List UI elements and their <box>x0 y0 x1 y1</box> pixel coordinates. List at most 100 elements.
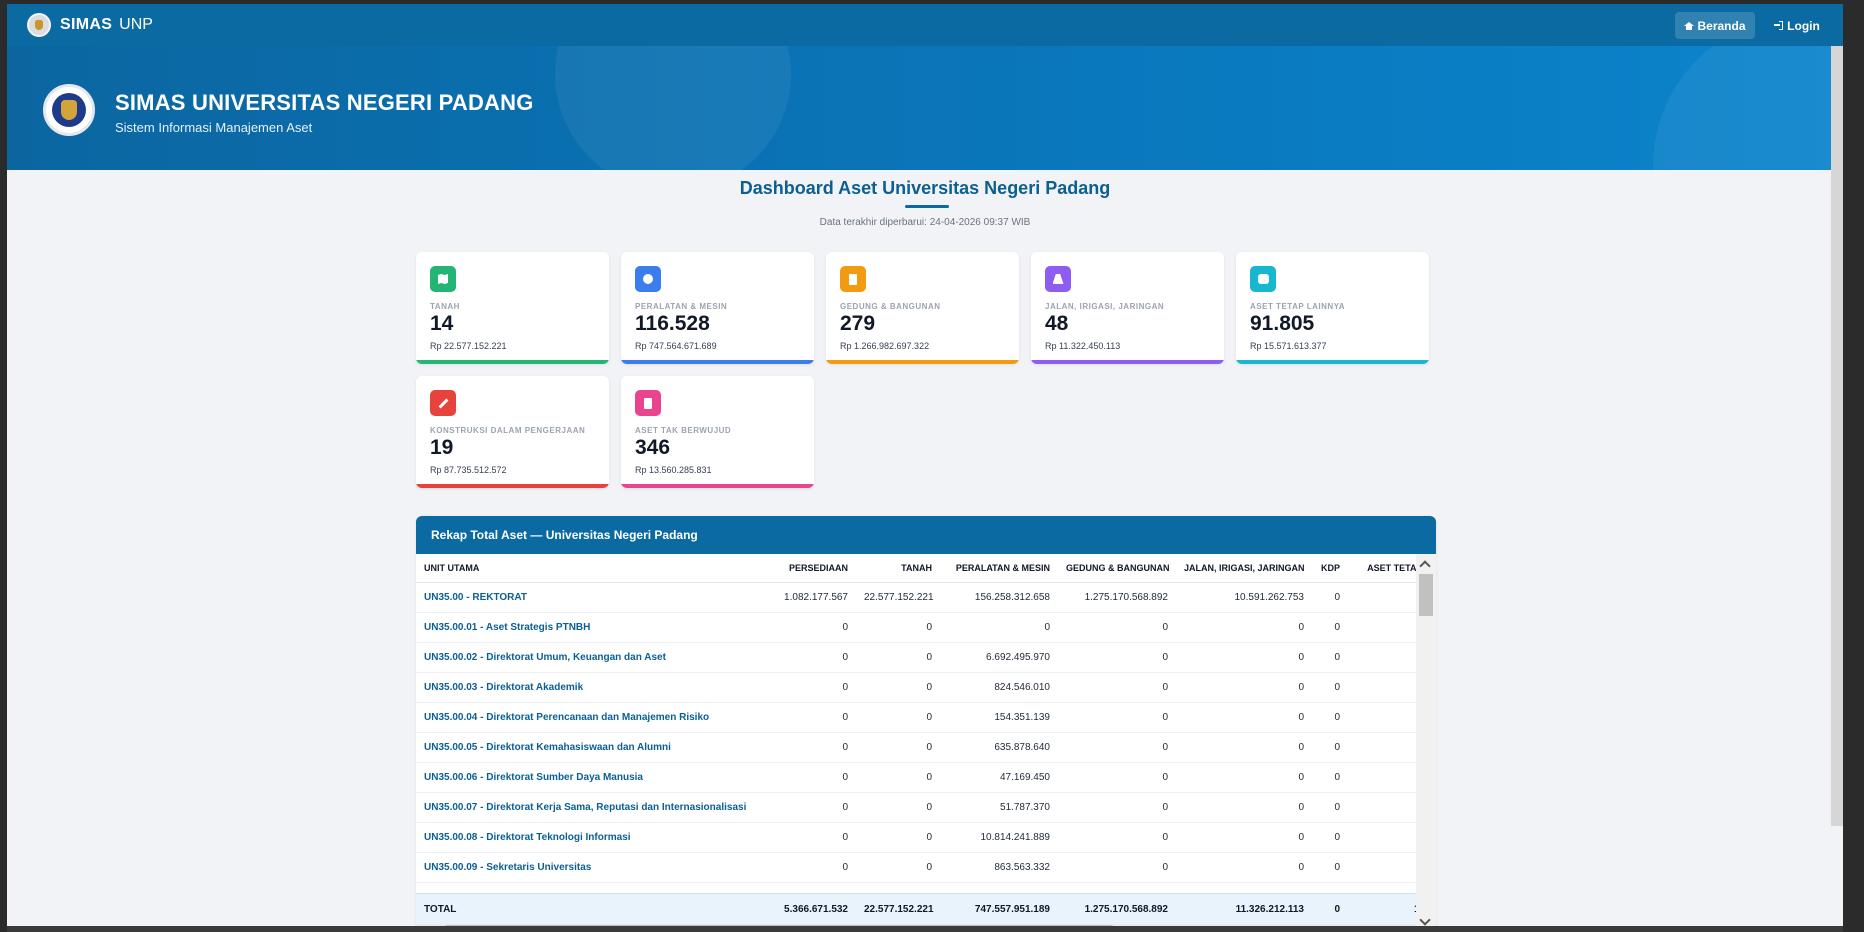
asset-card[interactable]: GEDUNG & BANGUNAN 279 Rp 1.266.982.697.322 <box>826 252 1019 364</box>
taskbar-strip <box>7 926 1843 932</box>
table-cell: 0 <box>1058 732 1176 763</box>
table-cell: 47.169.450 <box>940 762 1058 793</box>
column-header: ASET TETAP LAINNYA <box>1348 554 1416 583</box>
card-label: ASET TETAP LAINNYA <box>1250 302 1346 311</box>
beranda-button[interactable]: Beranda <box>1675 12 1755 39</box>
browser-viewport: SIMAS UNP Beranda Login SIMAS UNIVERSITA… <box>7 4 1843 932</box>
table-cell: 0 <box>1312 642 1348 673</box>
home-icon <box>1684 21 1695 30</box>
table-cell: 0 <box>1176 762 1312 793</box>
table-cell: 0 <box>772 762 856 793</box>
asset-card[interactable]: TANAH 14 Rp 22.577.152.221 <box>416 252 609 364</box>
card-accent-bar <box>621 360 814 364</box>
table-cell: 0 <box>1312 852 1348 883</box>
recap-table: UNIT UTAMA PERSEDIAAN TANAH PERALATAN & MES… <box>416 554 1416 925</box>
card-accent-bar <box>1031 360 1224 364</box>
table-cell: 0 <box>856 822 940 853</box>
column-header: GEDUNG & BANGUNAN <box>1058 554 1176 583</box>
unit-link[interactable]: UN35.00.08 - Direktorat Teknologi Inform… <box>416 822 772 853</box>
table-cell: 0 <box>1312 732 1348 763</box>
card-count: 14 <box>430 312 454 335</box>
total-cell: 747.557.951.189 <box>940 893 1058 925</box>
scrollbar-thumb[interactable] <box>1419 574 1433 616</box>
card-label: TANAH <box>430 302 460 311</box>
total-cell: 5.366.671.532 <box>772 893 856 925</box>
asset-card[interactable]: JALAN, IRIGASI, JARINGAN 48 Rp 11.322.450.… <box>1031 252 1224 364</box>
table-row: UN35.00.09 - Sekretaris Universitas 0 0 863… <box>416 852 1416 883</box>
asset-card[interactable]: ASET TAK BERWUJUD 346 Rp 13.560.285.831 <box>621 376 814 488</box>
table-cell <box>1348 642 1416 673</box>
vertical-scrollbar[interactable] <box>1416 554 1436 932</box>
unit-link[interactable]: UN35.00.04 - Direktorat Perencanaan dan … <box>416 702 772 733</box>
table-cell: 0 <box>856 672 940 703</box>
unit-link[interactable]: UN35.00.09 - Sekretaris Universitas <box>416 852 772 883</box>
unit-link[interactable]: UN35.00.03 - Direktorat Akademik <box>416 672 772 703</box>
spacer-cell <box>1312 883 1348 894</box>
login-label: Login <box>1787 18 1820 33</box>
table-cell: 863.563.332 <box>940 852 1058 883</box>
table-cell: 1.082.177.567 <box>772 582 856 613</box>
unit-link[interactable]: UN35.00.07 - Direktorat Kerja Sama, Repu… <box>416 792 772 823</box>
unit-link[interactable]: UN35.00.05 - Direktorat Kemahasiswaan da… <box>416 732 772 763</box>
page-scrollbar[interactable] <box>1831 46 1843 826</box>
decor-circle <box>555 46 791 170</box>
table-row: UN35.00 - REKTORAT 1.082.177.567 22.577.15… <box>416 582 1416 613</box>
scroll-up-icon[interactable] <box>1419 560 1431 572</box>
table-cell: 0 <box>1312 702 1348 733</box>
brand[interactable]: SIMAS UNP <box>27 13 153 37</box>
table-header-row: UNIT UTAMA PERSEDIAAN TANAH PERALATAN & MES… <box>416 554 1416 583</box>
table-cell <box>1348 612 1416 643</box>
table-row: UN35.00.05 - Direktorat Kemahasiswaan da… <box>416 732 1416 763</box>
title-underline <box>905 205 949 208</box>
panel-title: Rekap Total Aset — Universitas Negeri Pa… <box>431 528 698 542</box>
card-value: Rp 11.322.450.113 <box>1045 341 1121 351</box>
column-header: KDP <box>1312 554 1348 583</box>
card-count: 279 <box>840 312 876 335</box>
unit-link[interactable]: UN35.00.02 - Direktorat Umum, Keuangan d… <box>416 642 772 673</box>
sign-in-icon <box>1774 21 1784 30</box>
scroll-down-icon[interactable] <box>1419 914 1431 926</box>
asset-card[interactable]: ASET TETAP LAINNYA 91.805 Rp 15.571.613.37… <box>1236 252 1429 364</box>
card-count: 19 <box>430 436 454 459</box>
unit-link[interactable]: UN35.00.06 - Direktorat Sumber Daya Manu… <box>416 762 772 793</box>
table-cell: 0 <box>1176 702 1312 733</box>
table-cell: 51.787.370 <box>940 792 1058 823</box>
brand-suffix: UNP <box>119 16 153 33</box>
document-icon <box>635 390 661 416</box>
panel-header: Rekap Total Aset — Universitas Negeri Pa… <box>416 516 1436 554</box>
table-cell: 0 <box>772 642 856 673</box>
table-cell: 0 <box>772 732 856 763</box>
table-cell: 0 <box>856 792 940 823</box>
table-cell: 0 <box>1176 792 1312 823</box>
decor-circle <box>1653 46 1843 170</box>
building-icon <box>840 266 866 292</box>
unp-seal-icon <box>43 84 95 136</box>
table-cell: 0 <box>856 642 940 673</box>
card-value: Rp 1.266.982.697.322 <box>840 341 930 351</box>
card-accent-bar <box>1236 360 1429 364</box>
table-cell: 635.878.640 <box>940 732 1058 763</box>
table-row: UN35.00.02 - Direktorat Umum, Keuangan d… <box>416 642 1416 673</box>
total-cell: 22.577.152.221 <box>856 893 940 925</box>
cubes-icon <box>1250 266 1276 292</box>
table-cell: 0 <box>1058 792 1176 823</box>
unit-link[interactable]: UN35.00 - REKTORAT <box>416 582 772 613</box>
table-cell: 0 <box>1176 852 1312 883</box>
card-value: Rp 15.571.613.377 <box>1250 341 1327 351</box>
brand-name: SIMAS <box>60 16 113 33</box>
card-value: Rp 22.577.152.221 <box>430 341 507 351</box>
table-cell: 0 <box>1058 852 1176 883</box>
asset-card[interactable]: PERALATAN & MESIN 116.528 Rp 747.564.671.6… <box>621 252 814 364</box>
map-icon <box>430 266 456 292</box>
spacer-cell <box>1348 883 1416 894</box>
asset-card[interactable]: KONSTRUKSI DALAM PENGERJAAN 19 Rp 87.735.5… <box>416 376 609 488</box>
table-cell: 0 <box>772 672 856 703</box>
table-cell: 0 <box>1312 672 1348 703</box>
gears-icon <box>635 266 661 292</box>
login-button[interactable]: Login <box>1769 12 1825 39</box>
table-cell: 0 <box>772 612 856 643</box>
unit-link[interactable]: UN35.00.01 - Aset Strategis PTNBH <box>416 612 772 643</box>
table-scroll-area[interactable]: UNIT UTAMA PERSEDIAAN TANAH PERALATAN & MES… <box>416 554 1416 932</box>
table-spacer <box>416 883 1416 894</box>
hero-title: SIMAS UNIVERSITAS NEGERI PADANG <box>115 90 534 115</box>
